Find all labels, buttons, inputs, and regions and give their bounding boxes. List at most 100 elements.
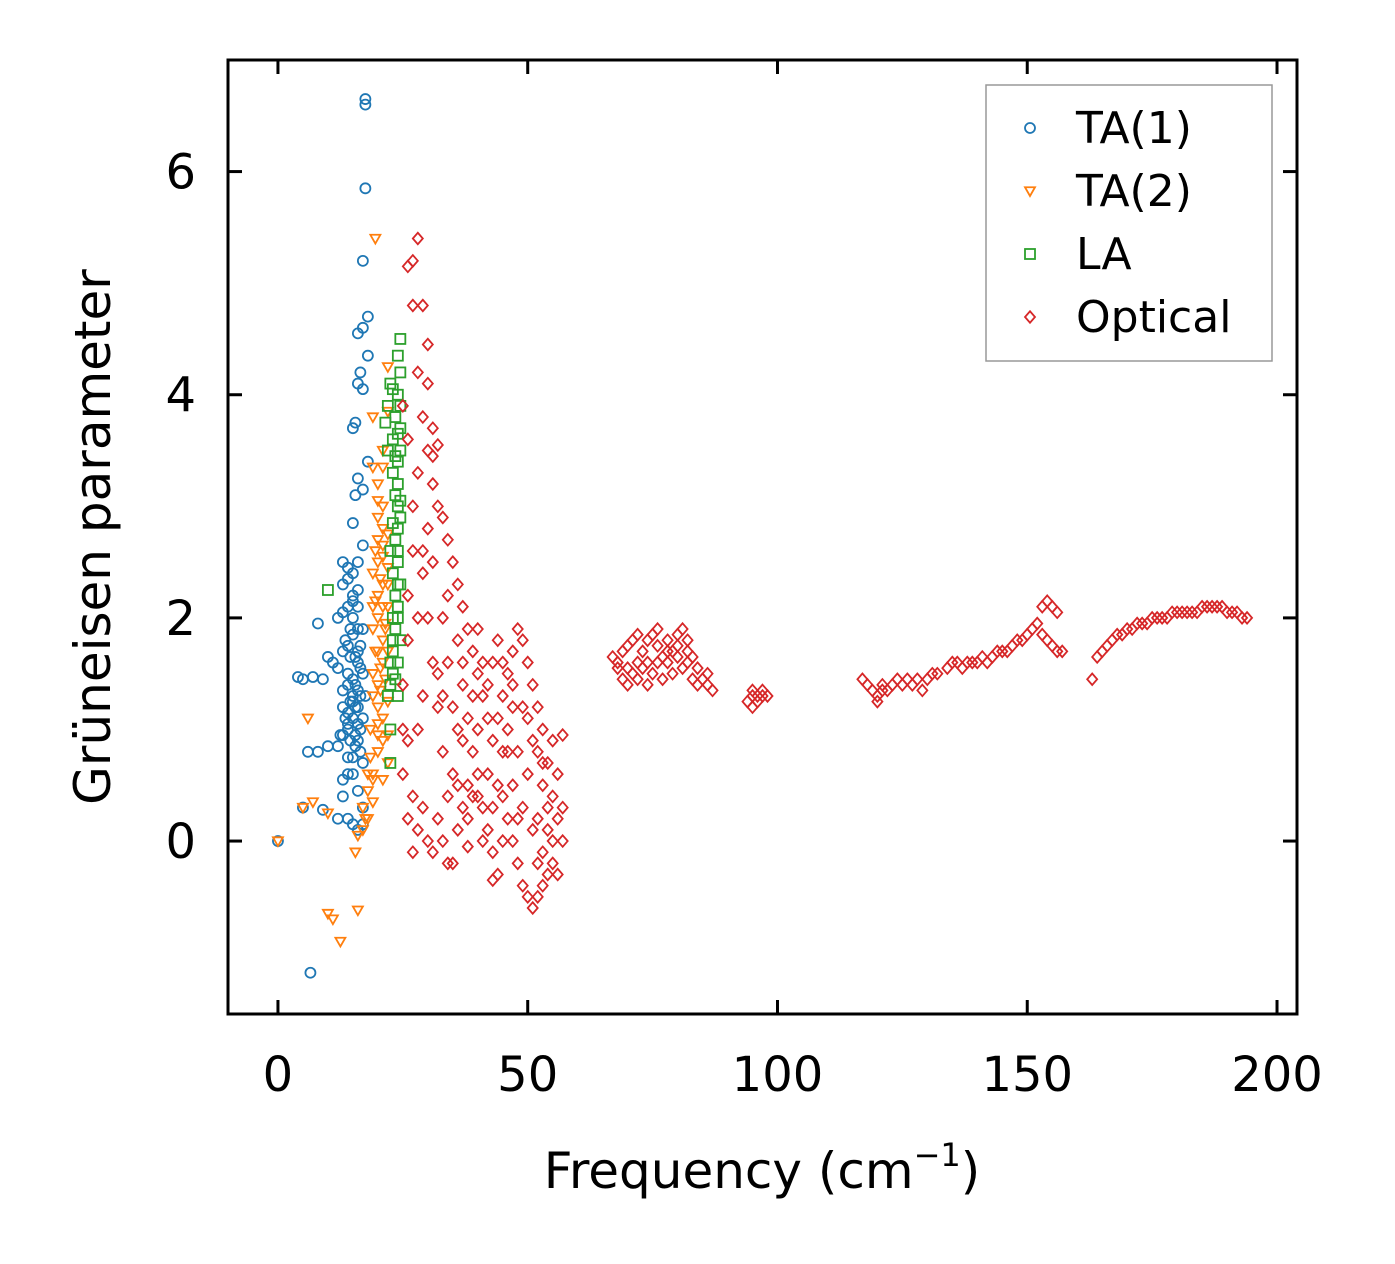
data-point-optical — [396, 398, 410, 414]
legend-label: TA(2) — [1075, 166, 1192, 217]
data-point-optical — [1130, 616, 1144, 631]
data-point-optical — [426, 421, 440, 436]
data-point-ta-1 — [361, 349, 374, 362]
data-point-la — [386, 466, 399, 479]
data-point-optical — [416, 566, 430, 581]
y-tick-label: 2 — [165, 591, 196, 647]
data-point-ta-2 — [371, 680, 385, 692]
data-point-ta-2 — [271, 836, 285, 848]
legend-label: TA(1) — [1075, 103, 1192, 154]
data-point-ta-1 — [356, 667, 369, 680]
data-point-optical — [1090, 649, 1104, 665]
data-point-optical — [416, 409, 430, 425]
data-point-la — [394, 494, 407, 507]
data-point-optical — [1185, 605, 1199, 620]
data-point-optical — [516, 633, 529, 648]
data-point-optical — [456, 599, 469, 614]
data-point-optical — [1110, 627, 1124, 642]
data-point-ta-1 — [341, 751, 354, 764]
data-point-optical — [431, 700, 444, 715]
x-tick-label: 150 — [981, 1047, 1073, 1103]
data-point-optical — [496, 744, 509, 759]
data-point-optical — [701, 677, 714, 692]
data-point-optical — [486, 872, 499, 888]
data-point-optical — [656, 649, 669, 665]
data-point-optical — [456, 800, 469, 815]
data-point-optical — [1180, 605, 1194, 620]
data-point-optical — [446, 856, 459, 871]
data-point-optical — [476, 655, 489, 670]
data-point-optical — [906, 677, 919, 692]
data-point-la — [391, 545, 404, 557]
data-point-optical — [961, 655, 974, 670]
data-point-ta-1 — [346, 517, 359, 529]
data-point-optical — [646, 627, 659, 642]
data-point-optical — [506, 677, 519, 692]
data-point-optical — [1041, 633, 1054, 648]
data-point-ta-2 — [321, 908, 335, 921]
data-point-optical — [1235, 610, 1249, 626]
data-point-optical — [621, 638, 634, 653]
data-point-optical — [401, 588, 415, 603]
data-point-optical — [471, 666, 484, 681]
data-point-ta-2 — [376, 735, 390, 748]
data-point-ta-2 — [366, 775, 380, 787]
data-point-ta-1 — [346, 695, 359, 708]
data-point-ta-2 — [361, 814, 375, 826]
data-point-optical — [416, 543, 430, 559]
data-point-optical — [1026, 621, 1039, 637]
data-point-optical — [501, 666, 514, 681]
data-point-optical — [476, 833, 489, 849]
data-point-optical — [621, 660, 634, 676]
data-point-ta-1 — [346, 768, 359, 781]
data-point-optical — [466, 688, 479, 704]
data-point-ta-1 — [344, 623, 357, 635]
data-point-optical — [401, 733, 415, 748]
data-point-la — [394, 634, 407, 647]
data-point-ta-2 — [376, 462, 390, 475]
data-point-optical — [1100, 638, 1114, 653]
data-point-optical — [551, 766, 564, 782]
data-point-ta-1 — [304, 966, 317, 979]
data-point-optical — [556, 833, 569, 849]
data-point-optical — [1205, 599, 1219, 614]
data-point-optical — [486, 845, 499, 860]
data-point-optical — [1031, 616, 1044, 631]
data-point-ta-1 — [359, 98, 372, 111]
data-point-optical — [611, 660, 624, 676]
data-point-optical — [1011, 633, 1024, 648]
data-point-optical — [436, 688, 449, 704]
data-point-optical — [496, 688, 509, 704]
data-point-optical — [686, 649, 699, 665]
data-point-optical — [1240, 610, 1254, 626]
data-point-ta-2 — [363, 724, 377, 737]
data-point-optical — [406, 789, 420, 804]
data-point-optical — [431, 499, 444, 514]
data-point-optical — [861, 677, 874, 692]
data-point-ta-2 — [371, 702, 385, 714]
data-point-optical — [496, 655, 509, 670]
data-point-ta-1 — [349, 416, 362, 429]
data-point-optical — [1175, 605, 1189, 620]
data-point-ta-1 — [356, 712, 369, 725]
data-point-optical — [521, 711, 534, 726]
legend: TA(1) TA(2) LA Optical — [985, 84, 1273, 362]
data-point-ta-1 — [339, 712, 352, 725]
data-point-ta-2 — [368, 646, 382, 659]
legend-marker-la — [1024, 248, 1036, 260]
legend-label: LA — [1076, 229, 1132, 280]
data-point-optical — [701, 666, 714, 681]
data-point-ta-1 — [349, 678, 362, 691]
data-point-la — [391, 690, 404, 702]
data-point-ta-1 — [351, 645, 364, 658]
data-point-optical — [396, 677, 410, 692]
data-point-optical — [651, 638, 664, 653]
data-point-la — [391, 478, 404, 490]
data-point-optical — [486, 733, 499, 748]
data-point-la — [381, 399, 394, 412]
data-point-ta-2 — [371, 535, 385, 547]
data-point-optical — [691, 660, 704, 676]
data-point-optical — [1051, 644, 1064, 659]
data-point-la — [386, 517, 399, 529]
